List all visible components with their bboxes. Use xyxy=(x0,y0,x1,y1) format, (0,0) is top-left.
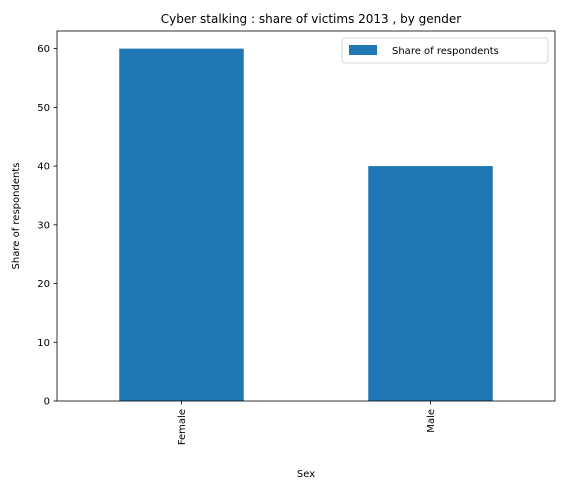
y-tick-label: 30 xyxy=(37,220,50,231)
bar-male xyxy=(368,166,493,401)
y-axis-title: Share of respondents xyxy=(11,163,22,270)
y-tick-label: 10 xyxy=(37,338,50,349)
y-tick-label: 50 xyxy=(37,103,50,114)
legend-box xyxy=(341,37,549,64)
y-tick-label: 40 xyxy=(37,162,50,173)
plot-frame xyxy=(56,30,556,402)
y-tick-label: 0 xyxy=(44,397,50,408)
y-axis: 0 10 20 30 40 50 60 xyxy=(37,44,57,408)
y-tick-label: 20 xyxy=(37,279,50,290)
legend-swatch xyxy=(349,45,377,55)
x-axis-title: Sex xyxy=(297,469,315,480)
x-tick-label: Female xyxy=(177,409,188,445)
bars-layer xyxy=(119,48,493,401)
legend-label: Share of respondents xyxy=(392,46,499,57)
legend: Share of respondents xyxy=(341,37,549,64)
x-tick-label: Male xyxy=(426,409,437,433)
bar-female xyxy=(119,48,244,401)
x-axis: Female Male xyxy=(177,401,437,445)
y-tick-label: 60 xyxy=(37,44,50,55)
chart-title: Cyber stalking : share of victims 2013 ,… xyxy=(161,12,461,26)
